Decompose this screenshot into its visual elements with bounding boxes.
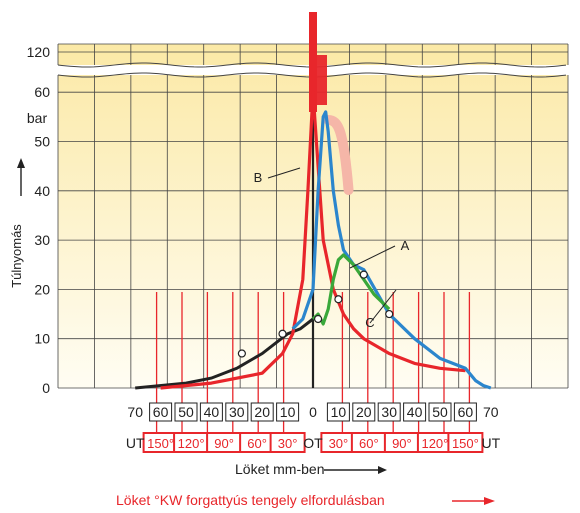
x-tick-box (352, 402, 376, 422)
x-tick-label: 70 (127, 404, 143, 420)
y-tick-label: 10 (34, 331, 50, 347)
crank-axis-arrowhead (484, 497, 495, 505)
x-tick-label: 40 (204, 404, 220, 420)
x-tick-label: 60 (153, 404, 169, 420)
x-tick-box (377, 402, 401, 422)
x-tick-label: 50 (178, 404, 194, 420)
y-axis-title: Túlnyomás (9, 224, 24, 288)
axes: 0 10 20 30 40 50 60 120 B A C 70 60 50 40 30 20 10 0 10 20 30… (27, 44, 501, 453)
x-tick-box (225, 402, 249, 422)
x-tick-box (403, 402, 427, 422)
series-label-C: C (365, 315, 374, 330)
pressure-spike-band (315, 55, 327, 105)
leader-line-B (267, 167, 301, 179)
x-tick-label: 20 (254, 404, 270, 420)
x-axis-arrowhead (378, 466, 387, 474)
x-tick-label: 20 (356, 404, 372, 420)
marker-point (334, 295, 343, 304)
crank-label-right: 90° (392, 436, 412, 451)
leader-line-A (349, 245, 396, 269)
y-tick-label: 40 (34, 183, 50, 199)
crank-label-right: 60° (359, 436, 379, 451)
x-tick-label: 60 (458, 404, 474, 420)
marker-point (359, 270, 368, 279)
ot-label: OT (303, 435, 323, 451)
crank-label-right: 30° (329, 436, 349, 451)
marker-point (278, 329, 287, 338)
crank-label-left: 90° (214, 436, 234, 451)
y-tick-label: 50 (34, 134, 50, 150)
x-tick-box (199, 402, 223, 422)
pressure-halo (323, 115, 354, 195)
x-tick-label: 70 (483, 404, 499, 420)
x-tick-label: 30 (381, 404, 397, 420)
marker-point (237, 349, 246, 358)
crank-label-left: 150° (147, 436, 174, 451)
series-B (160, 90, 466, 390)
base-curve (135, 317, 314, 390)
x-tick-box (428, 402, 452, 422)
crank-box-left (269, 432, 306, 453)
y-tick-label: 60 (34, 84, 50, 100)
series-A (291, 110, 492, 390)
series-label-A: A (401, 238, 410, 253)
x-tick-box (276, 402, 300, 422)
y-unit-label: bar (27, 110, 48, 126)
x-axis-title: Löket mm-ben (235, 461, 324, 477)
x-tick-label: 40 (407, 404, 423, 420)
crank-label-left: 60° (247, 436, 267, 451)
x-tick-label: 10 (331, 404, 347, 420)
x-tick-box (149, 402, 173, 422)
x-tick-box (174, 402, 198, 422)
x-tick-label: 0 (309, 404, 317, 420)
y-tick-label: 0 (42, 380, 50, 396)
series-layer (135, 12, 492, 390)
crank-axis-title: Löket °KW forgattyús tengely elfordulásb… (116, 492, 385, 508)
pressure-spike-top (309, 12, 317, 112)
x-tick-box (453, 402, 477, 422)
series-label-B: B (254, 170, 263, 185)
x-tick-box (250, 402, 274, 422)
crank-label-left: 120° (178, 436, 205, 451)
crank-label-left: 30° (278, 436, 298, 451)
x-tick-label: 30 (229, 404, 245, 420)
x-tick-label: 50 (432, 404, 448, 420)
y-tick-label: 120 (27, 44, 51, 60)
crank-box-right (447, 432, 484, 453)
y-tick-label: 20 (34, 281, 50, 297)
x-tick-box (326, 402, 350, 422)
y-tick-label: 30 (34, 232, 50, 248)
leader-line-C (369, 289, 397, 324)
ut-right-label: UT (481, 435, 500, 451)
marker-point (385, 309, 394, 319)
x-tick-label: 10 (280, 404, 296, 420)
crank-label-right: 150° (452, 436, 479, 451)
crank-label-right: 120° (421, 436, 448, 451)
marker-point (313, 314, 323, 324)
y-axis-arrowhead (17, 158, 25, 168)
ut-left-label: UT (126, 435, 145, 451)
